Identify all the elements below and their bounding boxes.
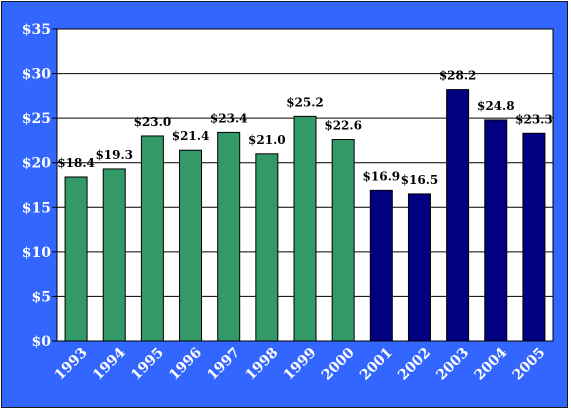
bar-2002 (407, 193, 431, 342)
x-tick-label-2000: 2000 (319, 345, 358, 384)
bar-1995 (140, 135, 164, 342)
bar-1998 (255, 153, 279, 342)
x-tick-label-1996: 1996 (166, 345, 205, 384)
y-tick-label: $20 (22, 156, 51, 172)
x-axis: 1993 1994 1995 1996 1997 1998 1999 2000 2001 2002… (52, 345, 549, 384)
data-label-1998: $21.0 (248, 133, 286, 147)
y-tick-label: $0 (32, 334, 52, 350)
bar-2005 (522, 132, 546, 342)
bar-1993 (64, 176, 88, 342)
y-tick-label: $15 (22, 200, 51, 216)
x-tick-label-1999: 1999 (281, 345, 320, 384)
data-label-1999: $25.2 (286, 95, 324, 109)
data-label-1993: $18.4 (57, 156, 95, 170)
y-tick-label: $5 (32, 289, 51, 305)
data-label-2004: $24.8 (477, 99, 515, 113)
bar-2003 (446, 89, 470, 342)
data-labels: $18.4$19.3 $23.0$21.4$23.4$21.0 $25.2$22.6… (57, 69, 552, 187)
bar-2001 (369, 189, 393, 342)
x-tick-label-2001: 2001 (357, 345, 396, 384)
bar-1999 (293, 115, 317, 342)
x-tick-label-1998: 1998 (243, 345, 282, 384)
y-tick-label: $10 (22, 245, 51, 261)
data-label-2001: $16.9 (363, 169, 401, 183)
bar-2004 (484, 119, 508, 342)
x-tick-label-1997: 1997 (204, 345, 243, 384)
x-tick-label-2002: 2002 (395, 345, 434, 384)
bar-1994 (102, 168, 126, 342)
bar-1997 (217, 131, 241, 342)
bar-2000 (331, 139, 355, 342)
y-tick-label: $25 (22, 111, 51, 127)
x-tick-label-1995: 1995 (128, 345, 167, 384)
data-label-1996: $21.4 (172, 129, 210, 143)
data-label-1995: $23.0 (134, 115, 172, 129)
data-label-2003: $28.2 (439, 69, 477, 83)
x-tick-label-1993: 1993 (52, 345, 91, 384)
bars (64, 89, 546, 342)
data-label-1997: $23.4 (210, 111, 248, 125)
x-tick-label-1994: 1994 (90, 345, 129, 384)
y-tick-label: $35 (22, 22, 51, 38)
data-label-2002: $16.5 (401, 173, 439, 187)
data-label-1994: $19.3 (95, 148, 133, 162)
x-tick-label-2005: 2005 (510, 345, 549, 384)
x-tick-label-2003: 2003 (433, 345, 472, 384)
data-label-2000: $22.6 (324, 119, 362, 133)
data-label-2005: $23.3 (515, 112, 553, 126)
bar-1996 (179, 149, 203, 342)
y-axis: $0 $5 $10 $15 $20 $25 $30 $35 (22, 22, 57, 350)
y-tick-label: $30 (22, 67, 51, 83)
x-tick-label-2004: 2004 (472, 345, 511, 384)
